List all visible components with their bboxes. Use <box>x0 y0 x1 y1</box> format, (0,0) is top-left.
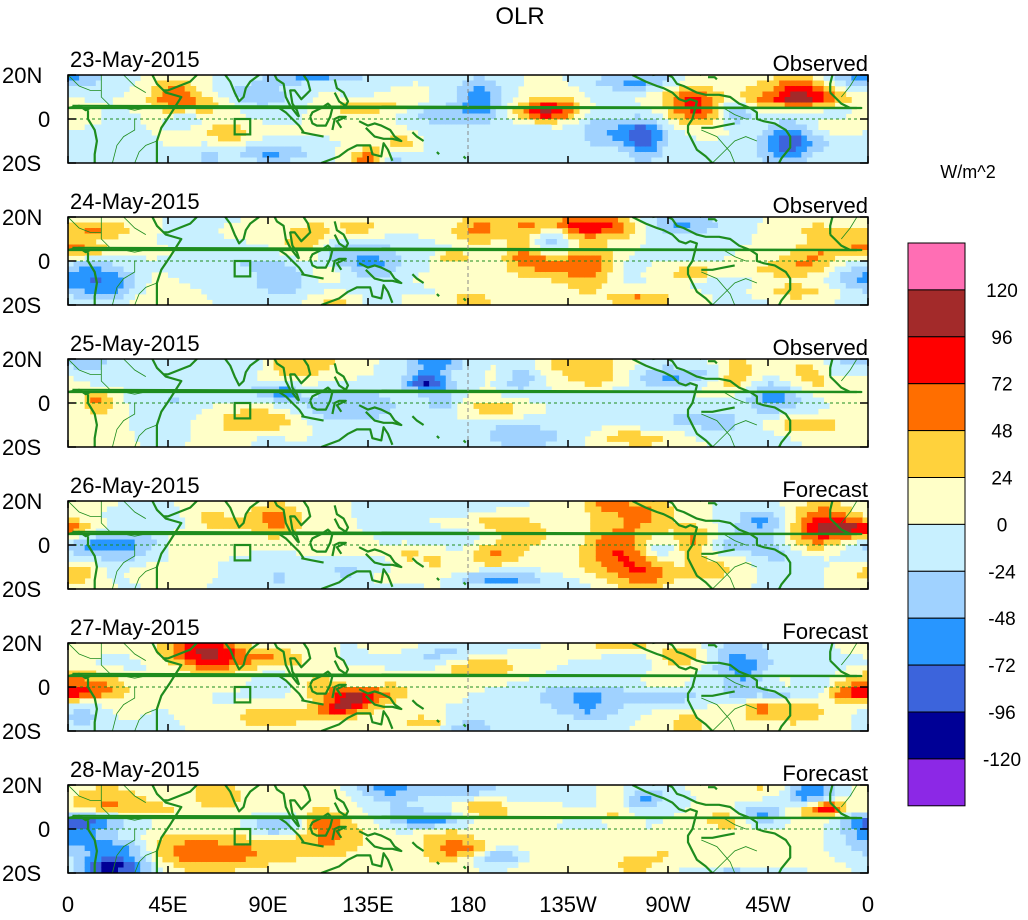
longitude-tick-label: 90E <box>248 892 287 917</box>
colorbar-swatch <box>907 570 966 619</box>
panel-date: 27-May-2015 <box>70 615 200 640</box>
latitude-label: 0 <box>38 817 50 842</box>
latitude-label: 0 <box>38 391 50 416</box>
latitude-label: 20N <box>2 631 42 656</box>
latitude-label: 20S <box>2 719 41 744</box>
longitude-tick-label: 90W <box>645 892 690 917</box>
map-panel: 20N 0 20S 26-May-2015 Forecast <box>2 473 869 602</box>
coastlines <box>68 501 863 589</box>
colorbar-level-label: -48 <box>988 609 1015 630</box>
panel-kind: Observed <box>773 51 868 76</box>
latitude-label: 0 <box>38 675 50 700</box>
panel-kind: Forecast <box>782 761 868 786</box>
colorbar-level-label: 24 <box>991 469 1013 490</box>
longitude-tick-label: 135W <box>539 892 597 917</box>
colorbar-units: W/m^2 <box>940 162 995 182</box>
colorbar-swatch <box>907 758 966 807</box>
latitude-label: 20S <box>2 577 41 602</box>
latitude-label: 20S <box>2 151 41 176</box>
latitude-label: 20N <box>2 489 42 514</box>
panel-kind: Observed <box>773 335 868 360</box>
longitude-tick-label: 45E <box>148 892 187 917</box>
colorbar-swatch <box>907 477 966 525</box>
figure-title: OLR <box>495 3 544 30</box>
longitude-axis: 0 45E 90E 135E 180 135W 90W 45W 0 <box>62 892 874 917</box>
coastlines <box>68 643 863 731</box>
panel-kind: Observed <box>773 193 868 218</box>
longitude-tick-label: 180 <box>450 892 487 917</box>
colorbar-level-label: 48 <box>991 422 1012 443</box>
colorbar-swatch <box>907 711 966 760</box>
latitude-label: 20S <box>2 861 41 886</box>
olr-anomaly-field <box>68 75 868 163</box>
colorbar-swatch <box>907 289 966 338</box>
latitude-label: 20N <box>2 347 42 372</box>
colorbar-level-label: 0 <box>997 515 1008 536</box>
colorbar-swatch <box>907 383 966 432</box>
map-panel: 20N 0 20S 28-May-2015 Forecast <box>2 757 869 886</box>
longitude-tick-label: 135E <box>342 892 393 917</box>
colorbar-level-label: 72 <box>991 375 1012 396</box>
coastlines <box>68 785 863 873</box>
colorbar-level-label: -24 <box>988 562 1016 583</box>
colorbar-level-label: -120 <box>983 750 1021 771</box>
panel-date: 23-May-2015 <box>70 47 200 72</box>
colorbar-level-label: 120 <box>986 281 1018 302</box>
map-panel: 20N 0 20S 27-May-2015 Forecast <box>2 615 869 744</box>
colorbar-level-label: -72 <box>988 656 1015 677</box>
latitude-label: 0 <box>38 533 50 558</box>
coastlines <box>68 75 863 163</box>
longitude-tick-label: 45W <box>745 892 790 917</box>
panel-date: 25-May-2015 <box>70 331 200 356</box>
panel-date: 28-May-2015 <box>70 757 200 782</box>
panel-kind: Forecast <box>782 477 868 502</box>
panel-date: 26-May-2015 <box>70 473 200 498</box>
colorbar-level-label: -96 <box>988 703 1015 724</box>
colorbar-swatch <box>907 664 966 713</box>
latitude-label: 20N <box>2 63 42 88</box>
colorbar-swatch <box>907 242 966 291</box>
latitude-label: 20S <box>2 435 41 460</box>
colorbar: W/m^2 120 96 72 48 24 0 -24 -48 -72 -96 -120 <box>907 162 1021 807</box>
map-panel: 20N 0 20S 24-May-2015 Observed <box>2 189 869 318</box>
colorbar-swatch <box>907 336 966 385</box>
latitude-label: 0 <box>38 249 50 274</box>
latitude-label: 20N <box>2 205 42 230</box>
coastlines <box>68 359 863 447</box>
colorbar-swatch <box>907 523 966 572</box>
latitude-label: 0 <box>38 107 50 132</box>
panel-kind: Forecast <box>782 619 868 644</box>
colorbar-swatch <box>907 430 966 479</box>
colorbar-level-label: 96 <box>991 328 1012 349</box>
latitude-label: 20N <box>2 773 42 798</box>
longitude-tick-label: 0 <box>62 892 74 917</box>
colorbar-swatch <box>907 617 966 666</box>
map-panel: 20N 0 20S 25-May-2015 Observed <box>2 331 869 460</box>
longitude-tick-label: 0 <box>862 892 874 917</box>
map-panels: 20N 0 20S 23-May-2015 Observed 20N 0 20S 24-May-… <box>2 47 869 886</box>
coastlines <box>68 217 863 305</box>
latitude-label: 20S <box>2 293 41 318</box>
panel-date: 24-May-2015 <box>70 189 200 214</box>
map-panel: 20N 0 20S 23-May-2015 Observed <box>2 47 869 176</box>
